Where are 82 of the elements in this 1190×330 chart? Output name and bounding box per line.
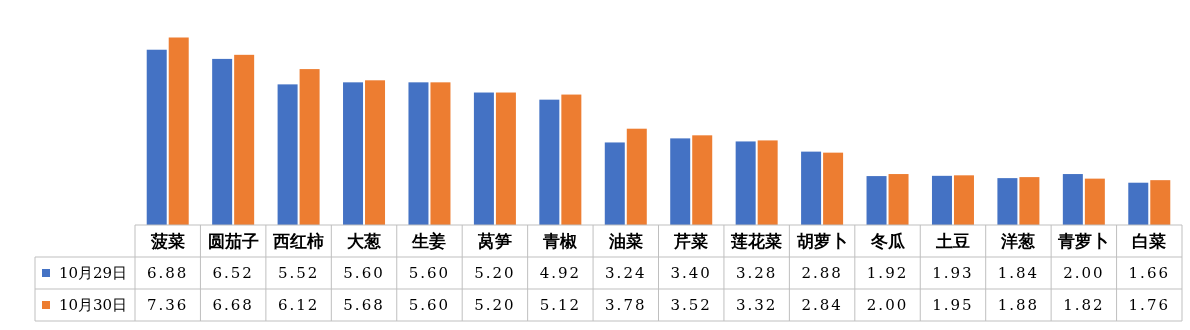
bar [1084,178,1105,225]
bar [473,92,494,225]
bar [823,152,844,225]
x-tick-label: 青椒 [542,231,579,251]
data-label: 6.88 [147,264,189,282]
bar [1128,182,1149,225]
data-label: 1.82 [1063,296,1105,314]
data-label: 2.84 [801,296,843,314]
bar [277,84,298,225]
data-label: 1.93 [932,264,974,282]
x-tick-label: 冬瓜 [869,231,906,251]
bar [604,142,625,225]
bar [168,37,189,225]
data-label: 1.84 [997,264,1040,282]
bar [1019,177,1040,225]
x-tick-label: 西红柿 [272,231,325,251]
bar [801,151,822,225]
data-label: 3.28 [735,264,778,282]
data-label: 3.32 [735,296,778,314]
bar [735,141,756,225]
bar [953,175,974,225]
bar [1062,174,1083,225]
bar [561,94,582,225]
data-label: 1.92 [866,264,909,282]
x-tick-label: 白菜 [1132,231,1167,251]
bar [997,178,1018,225]
data-label: 3.24 [605,264,647,282]
bar [757,140,778,225]
bar [343,82,364,225]
data-label: 1.66 [1128,264,1170,282]
data-label: 6.68 [212,296,254,314]
bar [866,176,887,225]
x-tick-label: 菠菜 [149,231,185,251]
legend-label: 10月30日 [58,296,128,314]
x-tick-label: 胡萝卜 [795,231,848,251]
x-tick-label: 莴笋 [476,231,512,251]
data-label: 5.68 [343,296,385,314]
data-label: 3.78 [605,296,647,314]
data-label: 5.20 [474,296,516,314]
data-label: 5.60 [408,296,451,314]
x-tick-label: 油菜 [607,231,643,251]
bar [539,99,560,225]
bar [146,49,167,225]
data-label: 6.52 [212,264,254,282]
bar [670,138,691,225]
data-label: 5.12 [539,296,582,314]
x-tick-label: 生姜 [411,231,447,251]
x-tick-label: 大葱 [347,231,382,251]
data-label: 2.88 [801,264,843,282]
data-label: 5.20 [474,264,516,282]
data-label: 4.92 [539,264,582,282]
bar [365,80,386,225]
legend-label: 10月29日 [58,264,128,282]
data-label: 1.95 [932,296,974,314]
bar [692,135,713,225]
bar [888,174,909,225]
x-tick-label: 洋葱 [1000,231,1036,251]
bar [1150,180,1171,225]
data-label: 7.36 [147,296,189,314]
data-label: 2.00 [866,296,909,314]
data-label: 2.00 [1063,264,1105,282]
data-label: 3.40 [670,264,712,282]
x-tick-label: 圆茄子 [207,231,259,251]
x-tick-label: 莲花菜 [730,231,783,251]
data-label: 5.60 [408,264,451,282]
data-label: 5.52 [277,264,320,282]
bar [931,175,952,225]
x-tick-label: 青萝卜 [1057,231,1110,251]
data-label: 1.88 [997,296,1040,314]
bar [234,54,255,225]
bar [430,82,451,225]
bar [212,58,233,225]
data-label: 5.60 [343,264,385,282]
data-label: 6.12 [277,296,320,314]
data-label: 1.76 [1128,296,1170,314]
bar [408,82,429,225]
bar [626,128,647,225]
x-tick-label: 芹菜 [673,231,709,251]
data-label: 3.52 [670,296,712,314]
x-tick-label: 土豆 [934,231,970,251]
bar [495,92,516,225]
bar [299,69,320,225]
